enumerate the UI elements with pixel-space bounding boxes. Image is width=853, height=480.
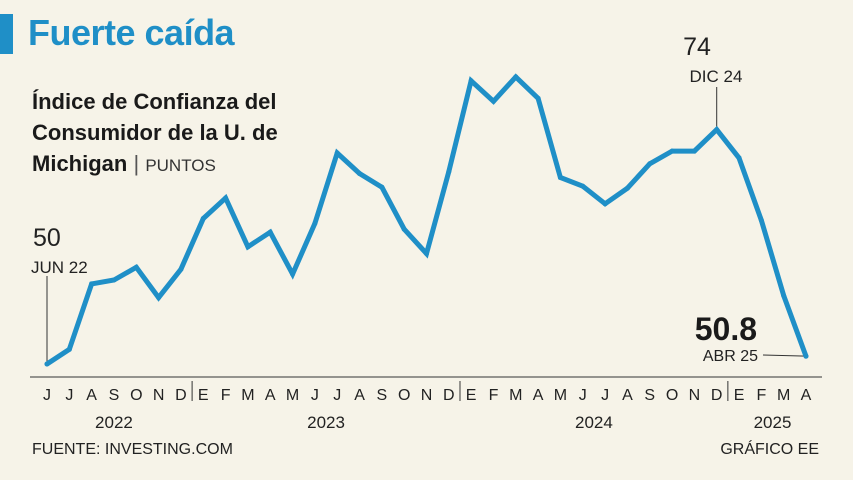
x-tick-label: M <box>777 387 790 404</box>
x-tick-label: N <box>421 387 433 404</box>
x-tick-label: S <box>644 387 655 404</box>
x-tick-label: E <box>734 387 745 404</box>
x-tick-label: A <box>533 387 544 404</box>
x-tick-label: F <box>221 387 231 404</box>
data-point <box>424 251 429 257</box>
x-tick-label: J <box>43 387 51 404</box>
x-tick-label: J <box>333 387 341 404</box>
x-tick-label: M <box>286 387 299 404</box>
x-tick-label: D <box>175 387 187 404</box>
chart-title-text: Índice de Confianza del Consumidor de la… <box>32 89 278 176</box>
x-tick-label: A <box>86 387 97 404</box>
x-year-label: 2025 <box>754 413 792 432</box>
data-point <box>446 169 452 175</box>
x-tick-label: A <box>622 387 633 404</box>
data-point <box>44 361 50 367</box>
x-year-label: 2024 <box>575 413 613 432</box>
source-text: FUENTE: INVESTING.COM <box>32 441 233 458</box>
x-tick-label: D <box>711 387 723 404</box>
credit-text: GRÁFICO EE <box>720 441 819 458</box>
data-point <box>691 148 697 154</box>
x-tick-label: N <box>689 387 701 404</box>
x-tick-label: S <box>377 387 388 404</box>
headline: Fuerte caída <box>28 12 235 53</box>
data-point <box>89 281 95 287</box>
x-tick-label: M <box>554 387 567 404</box>
data-point <box>66 346 72 352</box>
data-point <box>513 74 519 80</box>
data-point <box>602 201 608 207</box>
data-point <box>357 171 363 177</box>
x-year-label: 2022 <box>95 413 133 432</box>
x-tick-label: D <box>443 387 455 404</box>
x-tick-label: J <box>601 387 609 404</box>
data-point <box>647 161 653 167</box>
data-point <box>490 98 496 104</box>
x-tick-label: A <box>265 387 276 404</box>
data-point <box>714 127 720 133</box>
data-point <box>178 266 184 272</box>
data-point <box>557 174 563 180</box>
x-tick-label: J <box>65 387 73 404</box>
x-tick-label: E <box>198 387 209 404</box>
x-tick-label: M <box>241 387 254 404</box>
data-point <box>535 95 541 101</box>
data-point <box>669 148 675 154</box>
annotation-value: 74 <box>683 33 711 61</box>
x-tick-label: F <box>756 387 766 404</box>
x-tick-label: F <box>489 387 499 404</box>
data-point <box>245 244 251 250</box>
data-point <box>803 353 809 359</box>
data-point <box>111 277 117 283</box>
data-point <box>156 295 162 301</box>
data-point <box>468 78 474 84</box>
accent-bar <box>0 14 13 54</box>
x-tick-label: N <box>153 387 165 404</box>
x-tick-label: J <box>579 387 587 404</box>
x-tick-label: A <box>801 387 812 404</box>
annotation-leader <box>762 354 807 357</box>
x-tick-label: O <box>398 387 410 404</box>
x-year-label: 2023 <box>307 413 345 432</box>
chart-title: Índice de Confianza del Consumidor de la… <box>32 89 278 176</box>
data-point <box>133 264 139 270</box>
chart-unit: PUNTOS <box>145 156 216 175</box>
annotation-label: ABR 25 <box>703 348 758 365</box>
data-point <box>290 271 296 277</box>
data-point <box>200 215 206 221</box>
annotation-value-latest: 50.8 <box>695 311 757 347</box>
annotation-label: JUN 22 <box>31 258 88 277</box>
data-point <box>580 183 586 189</box>
data-point <box>334 150 340 156</box>
x-tick-label: O <box>666 387 678 404</box>
data-point <box>624 185 630 191</box>
data-point <box>312 220 318 226</box>
annotation-label: DIC 24 <box>690 67 743 86</box>
x-tick-label: J <box>311 387 319 404</box>
data-point <box>781 293 787 299</box>
data-point <box>223 195 229 201</box>
x-tick-label: E <box>466 387 477 404</box>
x-tick-label: M <box>509 387 522 404</box>
x-tick-label: O <box>130 387 142 404</box>
annotation-value: 50 <box>33 224 61 252</box>
data-point <box>736 155 742 161</box>
data-point <box>267 229 273 235</box>
data-point <box>401 226 407 232</box>
data-point <box>379 184 385 190</box>
x-tick-label: S <box>109 387 120 404</box>
series-line <box>44 73 809 367</box>
data-point <box>758 217 764 223</box>
x-tick-label: A <box>354 387 365 404</box>
